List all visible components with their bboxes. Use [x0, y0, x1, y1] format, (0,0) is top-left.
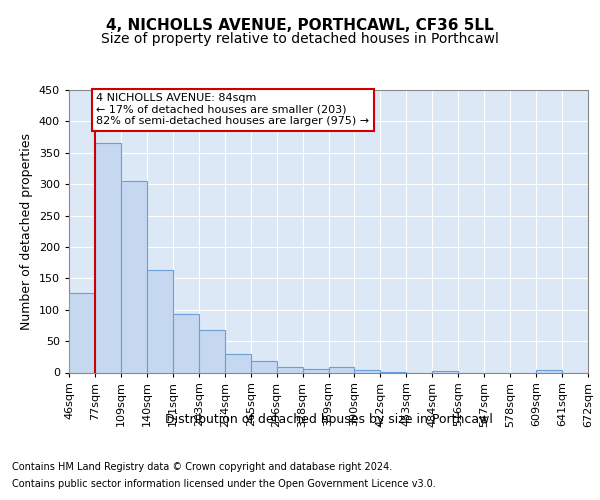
- Text: Distribution of detached houses by size in Porthcawl: Distribution of detached houses by size …: [165, 412, 493, 426]
- Bar: [147, 270, 173, 372]
- Bar: [95, 144, 121, 372]
- Bar: [355, 370, 380, 372]
- Bar: [69, 293, 95, 372]
- Text: Size of property relative to detached houses in Porthcawl: Size of property relative to detached ho…: [101, 32, 499, 46]
- Bar: [121, 181, 147, 372]
- Bar: [199, 330, 224, 372]
- Bar: [173, 314, 199, 372]
- Bar: [251, 360, 277, 372]
- Bar: [302, 368, 329, 372]
- Text: Contains public sector information licensed under the Open Government Licence v3: Contains public sector information licen…: [12, 479, 436, 489]
- Bar: [536, 370, 562, 372]
- Bar: [277, 367, 302, 372]
- Bar: [433, 370, 458, 372]
- Text: 4, NICHOLLS AVENUE, PORTHCAWL, CF36 5LL: 4, NICHOLLS AVENUE, PORTHCAWL, CF36 5LL: [106, 18, 494, 32]
- Bar: [225, 354, 251, 372]
- Y-axis label: Number of detached properties: Number of detached properties: [20, 132, 33, 330]
- Text: Contains HM Land Registry data © Crown copyright and database right 2024.: Contains HM Land Registry data © Crown c…: [12, 462, 392, 472]
- Text: 4 NICHOLLS AVENUE: 84sqm
← 17% of detached houses are smaller (203)
82% of semi-: 4 NICHOLLS AVENUE: 84sqm ← 17% of detach…: [96, 93, 370, 126]
- Bar: [329, 367, 355, 372]
